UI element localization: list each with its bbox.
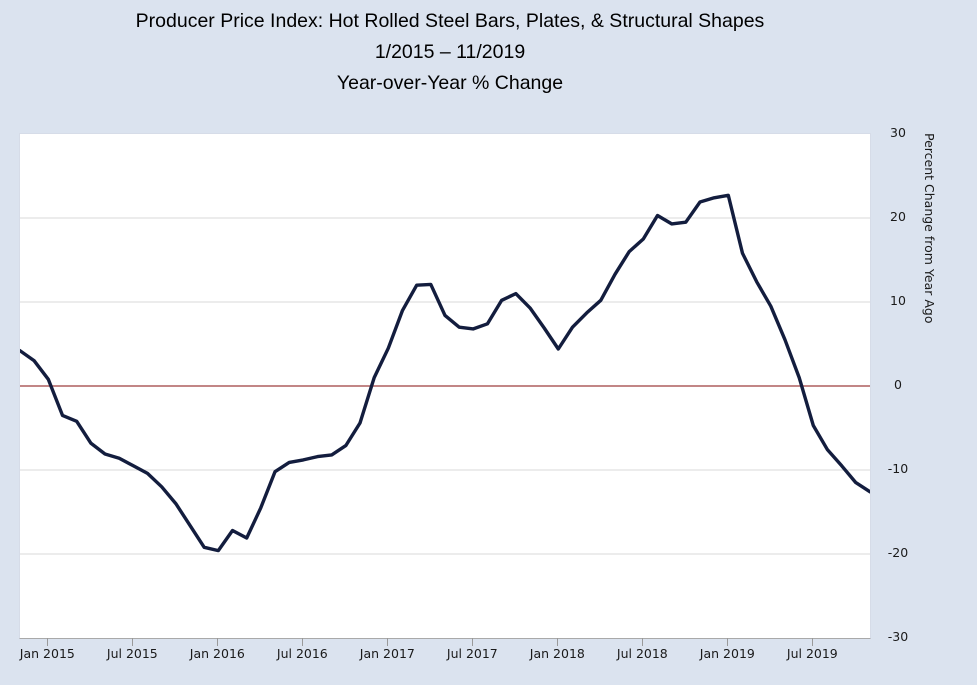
y-tick-label: 10 [890,293,906,308]
x-tick-mark [387,638,389,646]
ppi-series-line [20,193,870,553]
y-tick-label: 30 [890,125,906,140]
x-tick-label: Jan 2017 [359,646,415,661]
x-tick-label: Jul 2019 [786,646,838,661]
x-tick-label: Jan 2019 [699,646,755,661]
plot-area [19,133,871,639]
x-tick-mark [642,638,644,646]
x-tick-mark [557,638,559,646]
y-axis-title: Percent Change from Year Ago [922,133,937,324]
x-tick-label: Jan 2016 [189,646,245,661]
x-tick-label: Jul 2018 [616,646,668,661]
x-tick-mark [812,638,814,646]
chart-canvas [20,193,870,555]
y-tick-label: 0 [894,377,902,392]
chart-title-line-2: 1/2015 – 11/2019 [374,41,526,63]
x-tick-mark [727,638,729,646]
chart-title-line-3: Year-over-Year % Change [336,72,564,94]
x-tick-mark [47,638,49,646]
x-tick-mark [472,638,474,646]
x-tick-label: Jul 2017 [446,646,498,661]
y-tick-label: -30 [887,629,909,644]
x-tick-label: Jul 2016 [276,646,328,661]
x-tick-label: Jan 2018 [529,646,585,661]
x-tick-mark [132,638,134,646]
x-tick-label: Jul 2015 [106,646,158,661]
chart-title: Producer Price Index: Hot Rolled Steel B… [0,6,900,99]
y-tick-label: 20 [890,209,906,224]
y-tick-label: -20 [887,545,909,560]
x-tick-mark [302,638,304,646]
y-tick-label: -10 [887,461,909,476]
x-tick-label: Jan 2015 [19,646,75,661]
x-tick-mark [217,638,219,646]
chart-title-line-1: Producer Price Index: Hot Rolled Steel B… [135,10,765,32]
